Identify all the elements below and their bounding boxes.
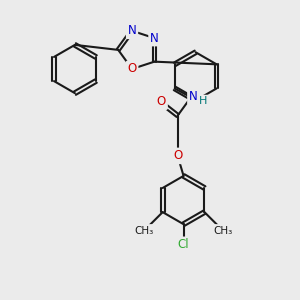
Text: N: N <box>150 32 159 45</box>
Text: O: O <box>173 149 182 162</box>
Text: CH₃: CH₃ <box>213 226 232 236</box>
Text: O: O <box>128 62 137 75</box>
Text: N: N <box>189 90 198 103</box>
Text: O: O <box>157 95 166 108</box>
Text: H: H <box>199 96 208 106</box>
Text: N: N <box>128 24 136 37</box>
Text: CH₃: CH₃ <box>134 226 154 236</box>
Text: Cl: Cl <box>178 238 189 251</box>
